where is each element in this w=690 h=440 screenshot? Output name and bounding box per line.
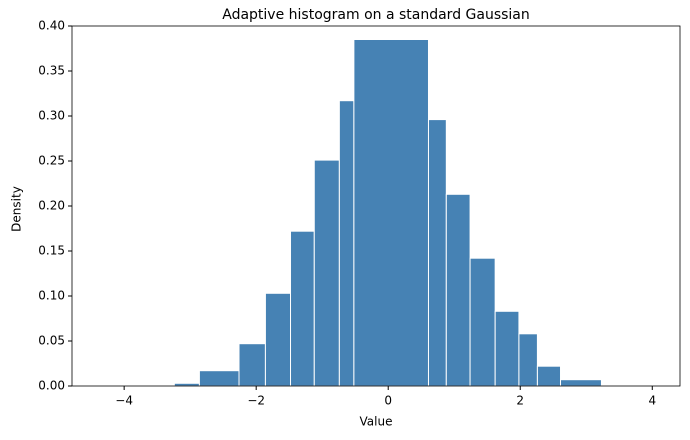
bar [427,119,447,387]
y-tick-label: 0.25 [38,154,65,168]
bar [560,379,602,387]
bar [264,292,292,387]
bar [445,193,471,387]
bar [353,39,429,387]
y-tick-label: 0.15 [38,244,65,258]
bar [290,230,315,387]
bar [173,382,200,387]
x-tick-label: 4 [648,394,656,408]
y-axis-label: Density [10,186,24,232]
bar [198,370,240,387]
bar [238,343,266,387]
x-tick-label: −4 [115,394,133,408]
bar [469,257,496,387]
x-tick-label: 0 [384,394,392,408]
x-tick-label: −2 [247,394,265,408]
y-tick-label: 0.10 [38,289,65,303]
bar [313,159,340,387]
x-tick-label: 2 [516,394,524,408]
y-tick-label: 0.35 [38,64,65,78]
bar [518,333,538,387]
y-tick-label: 0.05 [38,334,65,348]
bar [494,310,520,387]
y-tick-label: 0.30 [38,109,65,123]
y-tick-label: 0.00 [38,379,65,393]
bar [338,100,355,387]
y-tick-label: 0.40 [38,19,65,33]
bar [536,365,562,387]
y-tick-label: 0.20 [38,199,65,213]
x-axis-label: Value [360,415,393,429]
chart-title: Adaptive histogram on a standard Gaussia… [222,7,530,23]
